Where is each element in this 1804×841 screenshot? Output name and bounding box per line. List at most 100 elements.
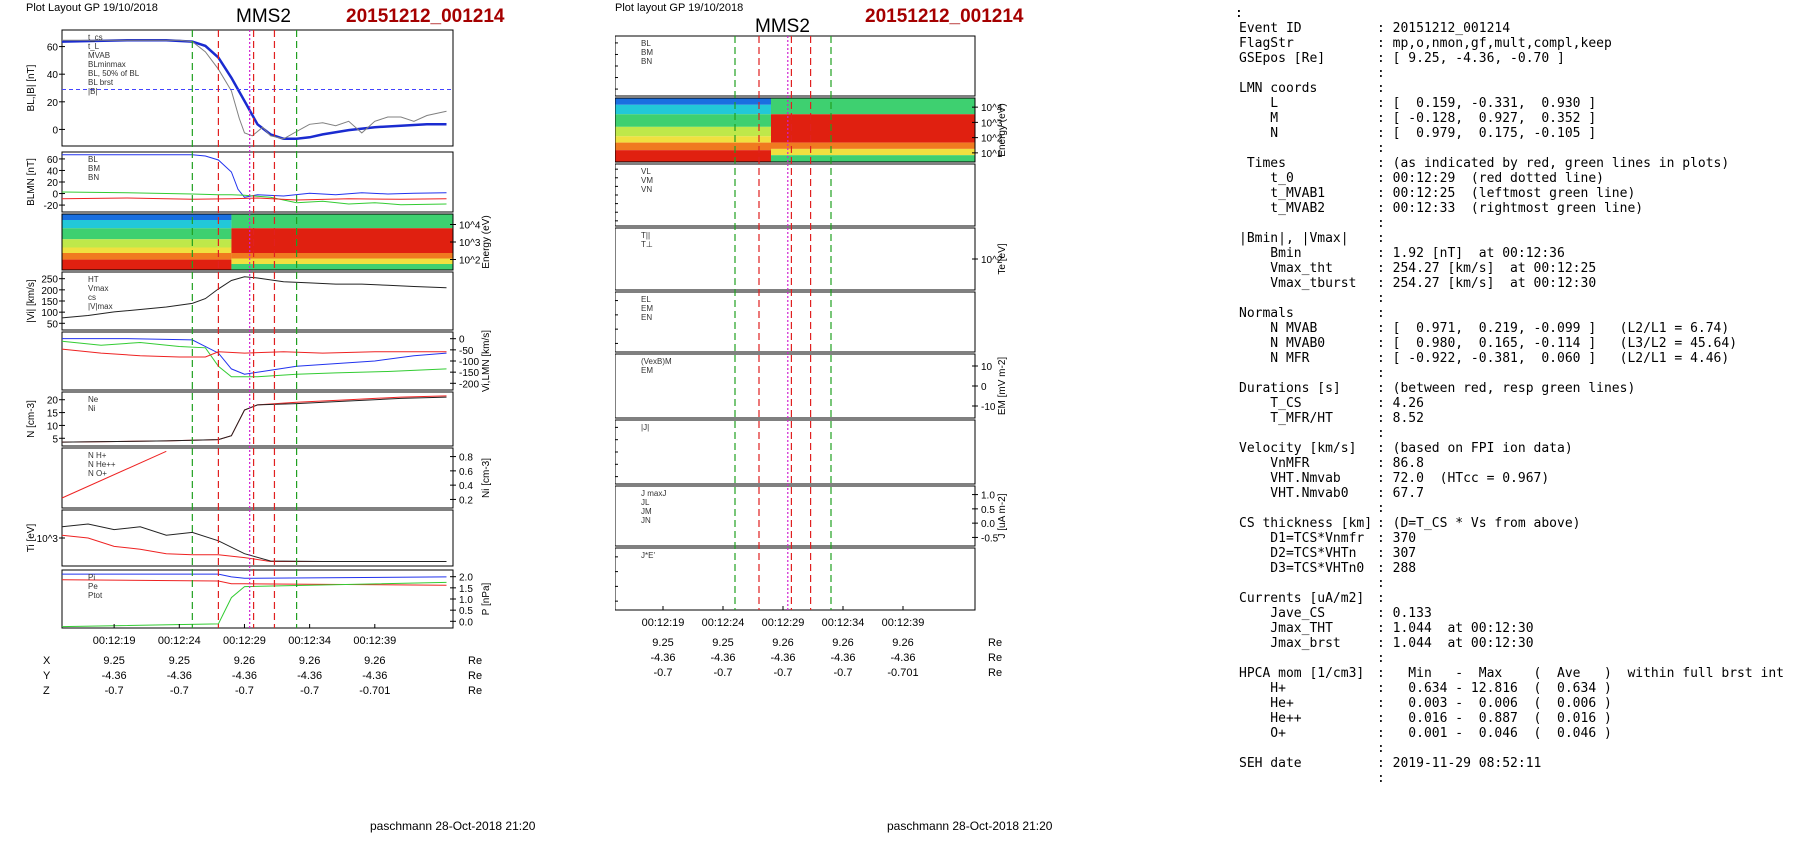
series-line [61,450,167,499]
legend-entry: BL brst [88,78,114,87]
summary-row: Bmin: 1.92 [nT] at 00:12:36 [1235,246,1800,261]
summary-value: : 307 [1377,546,1417,561]
x-tick-label: 00:12:39 [882,617,925,629]
summary-row: FlagStr: mp,o,nmon,gf,mult,compl,keep [1235,36,1800,51]
summary-row: Jave_CS: 0.133 [1235,606,1800,621]
summary-value: : 67.7 [1377,486,1424,501]
summary-key: FlagStr [1239,36,1294,51]
panel-frame [61,391,454,447]
summary-value: : 72.0 (HTcc = 0.967) [1377,471,1550,486]
summary-value: : [1377,591,1385,606]
summary-value: : 0.016 - 0.887 ( 0.016 ) [1377,711,1612,726]
summary-row: Currents [uA/m2]: [1235,591,1800,606]
summary-value: : [1377,141,1385,156]
summary-value: : [1377,501,1385,516]
pos-value: 9.25 [169,655,190,667]
summary-value: : 2019-11-29 08:52:11 [1377,756,1542,771]
y-tick-label: 200 [41,286,58,297]
summary-key: t_0 [1239,171,1294,186]
summary-value: : [1377,741,1385,756]
summary-key: N MVAB0 [1239,336,1326,351]
panel-frame [615,419,976,485]
summary-key: SEH date [1239,756,1302,771]
pos-value: -0.701 [887,667,918,679]
series-line [61,579,447,586]
panel-title: MMS2 [236,6,291,27]
panel-frame [615,163,976,227]
panel-frame [61,271,454,331]
y-tick-label: 10^3 [459,238,481,249]
spectro-band [62,247,232,253]
spectro-band [231,253,453,259]
y-axis-label: Ni [cm-3] [481,458,492,498]
y-tick-label: 0.5 [459,606,473,617]
summary-row: O+: 0.001 - 0.046 ( 0.046 ) [1235,726,1800,741]
series-line [61,197,447,201]
summary-key: He++ [1239,711,1302,726]
summary-value: : 0.003 - 0.006 ( 0.006 ) [1377,696,1612,711]
y-tick-label: 0.6 [459,467,473,478]
summary-row: t_MVAB2: 00:12:33 (rightmost green line) [1235,201,1800,216]
y-tick-label: 10^2 [981,134,1003,145]
summary-key: Normals [1239,306,1294,321]
y-tick-label: 20 [47,396,59,407]
summary-key: Jave_CS [1239,606,1326,621]
summary-row: SEH date : 2019-11-29 08:52:11 [1235,756,1800,771]
pos-value: -0.7 [774,667,793,679]
legend-entry: |B| [88,87,98,96]
summary-key: Currents [uA/m2] [1239,591,1365,606]
legend-entry: J*E' [641,551,655,560]
panel-3: 10^4 10^3 10^2 Energy (eV) [61,213,492,271]
summary-key: N MFR [1239,351,1310,366]
legend-entry: JN [641,516,651,525]
pos-value: -4.36 [830,652,855,664]
legend-entry: BLminmax [88,60,126,69]
summary-key: T_MFR/HT [1239,411,1333,426]
summary-value: : [ 0.159, -0.331, 0.930 ] [1377,96,1597,111]
summary-row: D3=TCS*VHTn0: 288 [1235,561,1800,576]
summary-value: : [1377,651,1385,666]
event-id: 20151212_001214 [865,6,1024,27]
summary-key: Durations [s] [1239,381,1341,396]
y-tick-label: 2.0 [459,573,473,584]
legend-entry: EN [641,313,652,322]
summary-row: LMN coords: [1235,81,1800,96]
summary-key: N [1239,126,1279,141]
summary-key: H+ [1239,681,1286,696]
summary-row: : [1235,366,1800,381]
summary-row: : [1235,426,1800,441]
summary-value: : [ 0.979, 0.175, -0.105 ] [1377,126,1597,141]
legend-entry: BN [88,173,99,182]
summary-key: M [1239,111,1279,126]
summary-value: : [1377,216,1385,231]
legend-entry: EM [641,304,653,313]
summary-key: Vmax_tburst [1239,276,1357,291]
summary-row: VHT.Nmvab: 72.0 (HTcc = 0.967) [1235,471,1800,486]
left-panel: Plot Layout GP 19/10/2018 MMS2 20151212_… [0,0,620,841]
summary-row: Jmax_brst: 1.044 at 00:12:30 [1235,636,1800,651]
footer-credit: paschmann 28-Oct-2018 21:20 [887,819,1053,833]
x-tick-label: 00:12:39 [353,635,396,647]
summary-row: HPCA mom [1/cm3]: Min - Max ( Ave ) with… [1235,666,1800,681]
y-tick-label: 10 [981,362,993,373]
legend-entry: N H+ [88,451,107,460]
summary-row: He+: 0.003 - 0.006 ( 0.006 ) [1235,696,1800,711]
summary-row: T_MFR/HT: 8.52 [1235,411,1800,426]
panel-9: 10-1-2J*E' [nW m-3]J*E' [615,547,976,611]
panel-5: 0-50-100-150-200 Vi,LMN [km/s] [61,330,492,392]
y-tick-label: 20 [47,178,59,189]
summary-value: : (as indicated by red, green lines in p… [1377,156,1730,171]
pos-value: -4.36 [232,670,257,682]
x-tick-label: 00:12:24 [158,635,201,647]
legend-entry: Pi [88,573,95,582]
summary-row: : [1235,66,1800,81]
pos-value: 9.26 [234,655,255,667]
legend-entry: BL [88,155,98,164]
summary-key: T_CS [1239,396,1302,411]
summary-value: : [1377,771,1385,786]
y-axis-label: |Vi| [km/s] [26,279,37,323]
summary-row: He++ : 0.016 - 0.887 ( 0.016 ) [1235,711,1800,726]
summary-row: VnMFR: 86.8 [1235,456,1800,471]
